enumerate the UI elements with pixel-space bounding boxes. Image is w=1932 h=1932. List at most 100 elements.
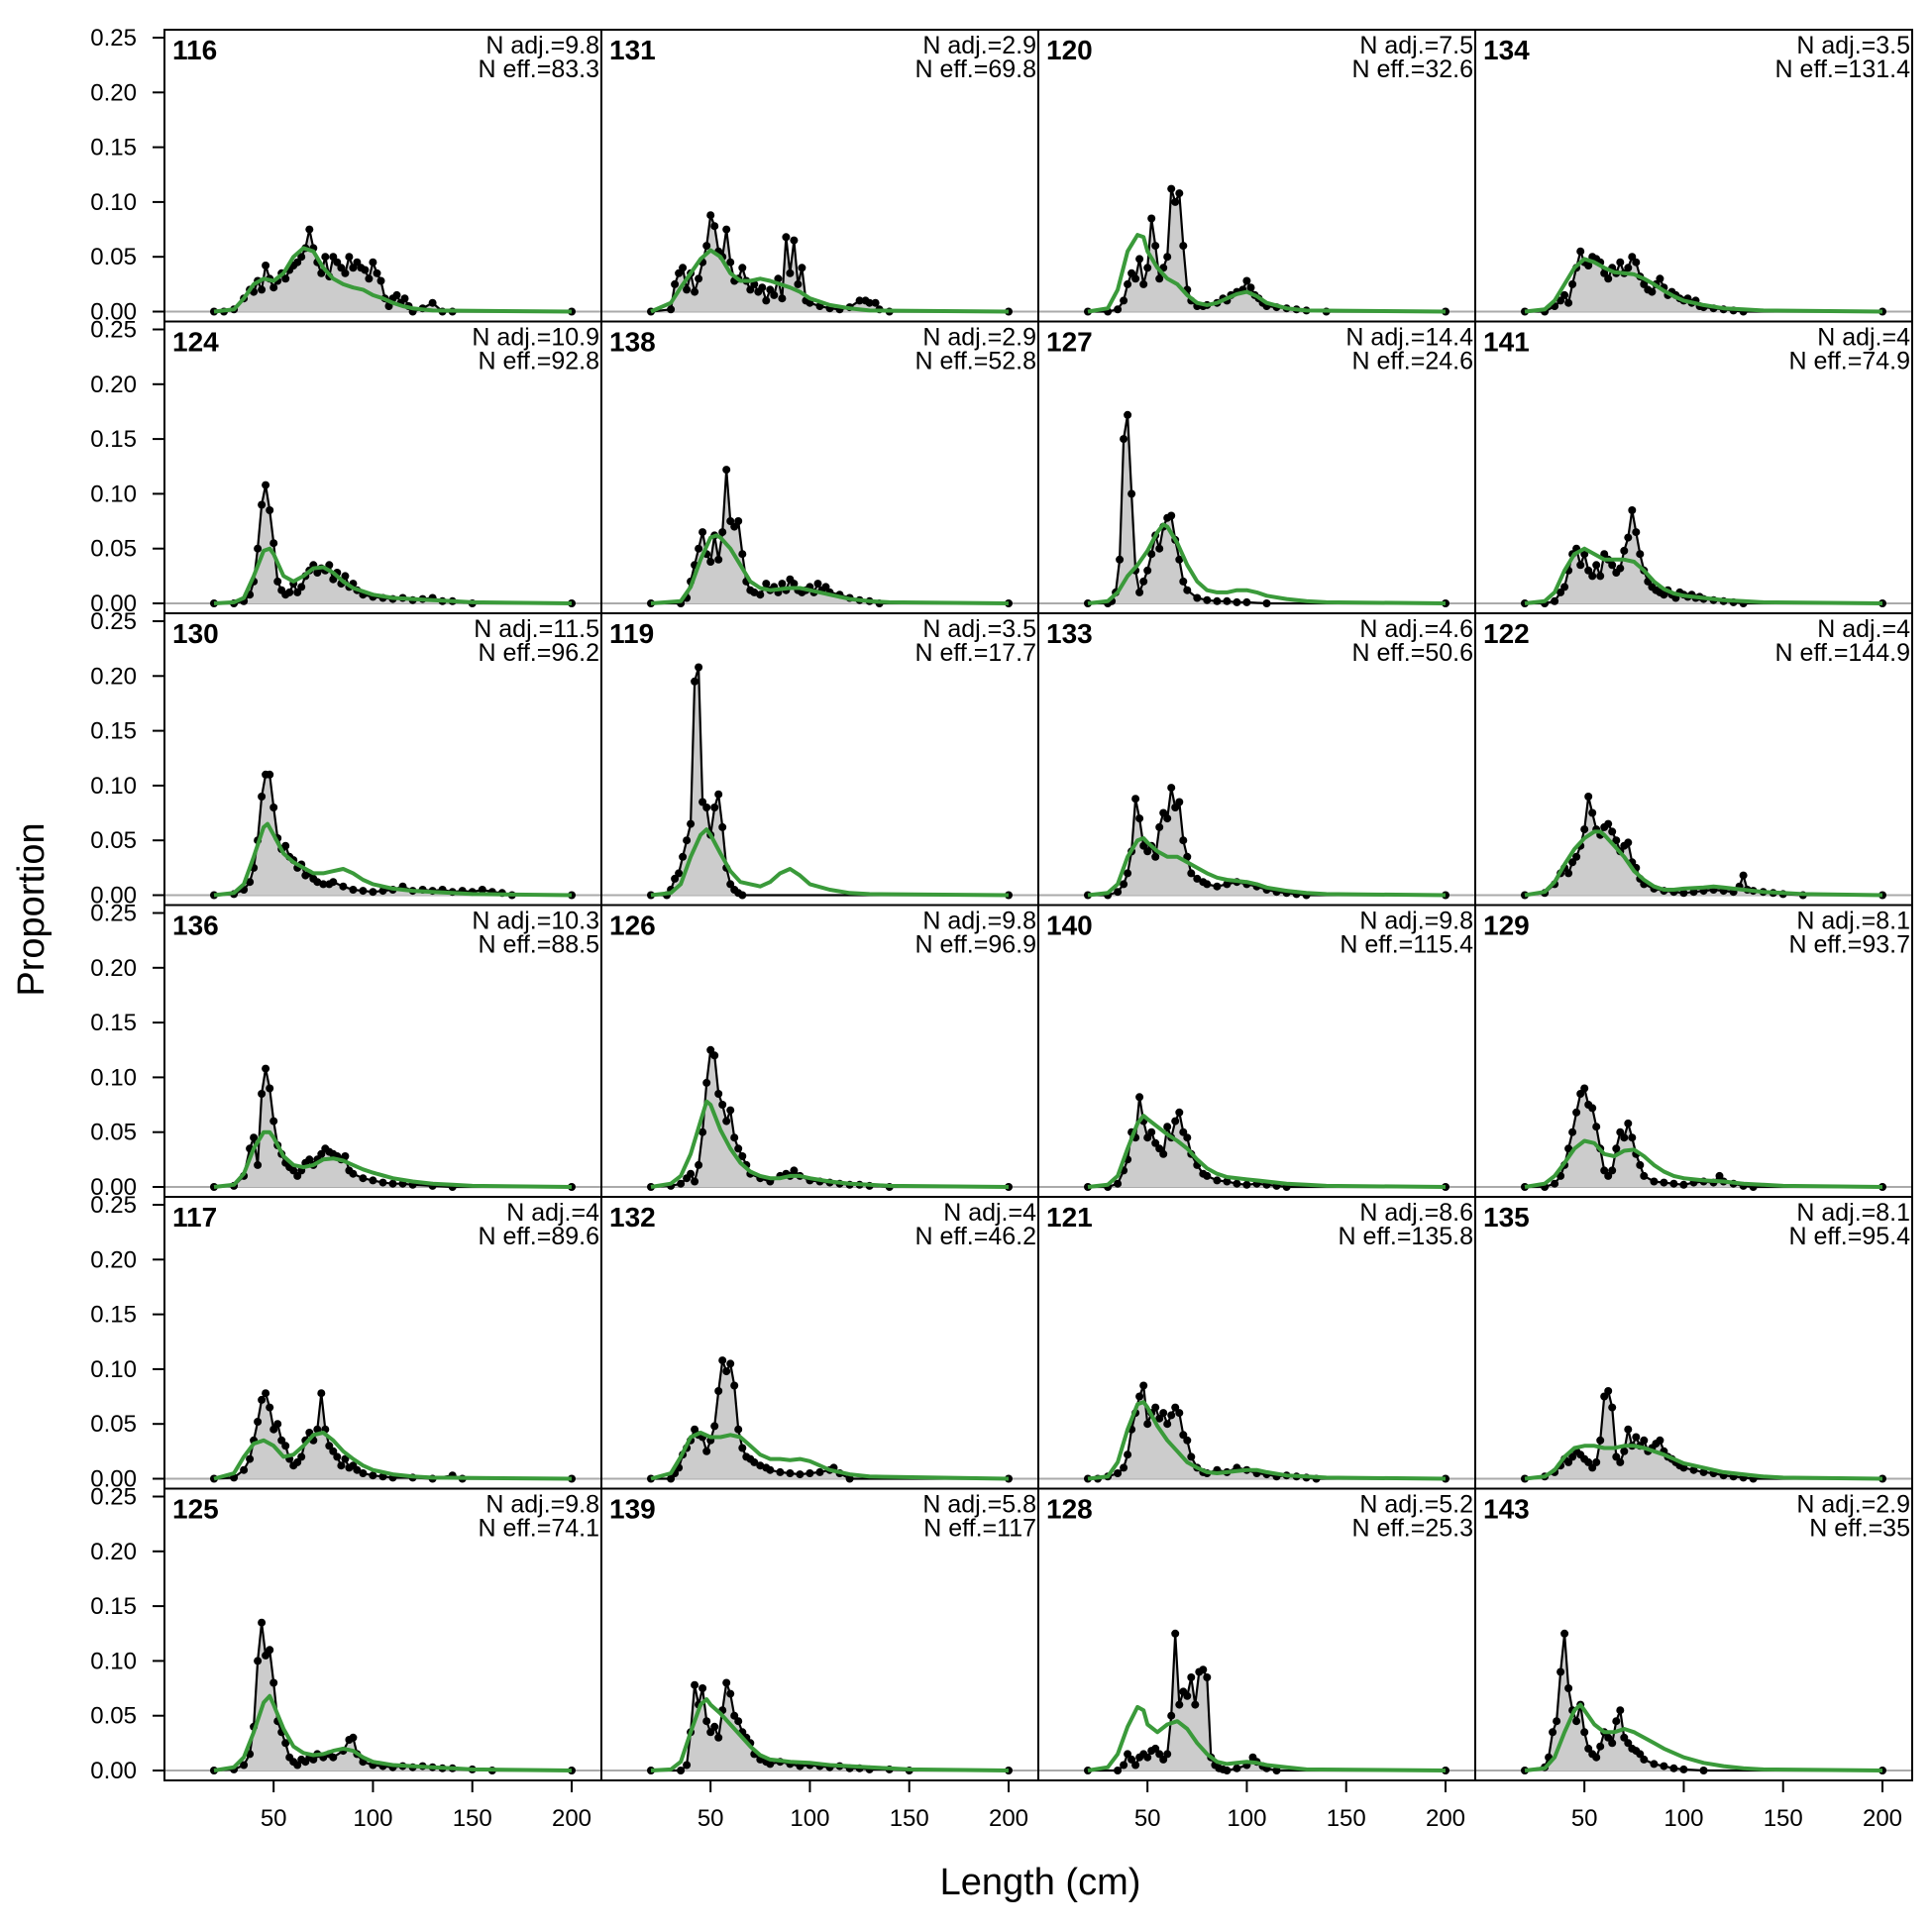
observed-point bbox=[1551, 596, 1559, 605]
panel-label: 141 bbox=[1483, 327, 1530, 358]
observed-point bbox=[1656, 274, 1664, 283]
panel-label: 143 bbox=[1483, 1494, 1530, 1525]
observed-point bbox=[1163, 814, 1172, 823]
n-adj-label: N adj.=9.8 bbox=[485, 32, 599, 59]
observed-point bbox=[1131, 795, 1140, 804]
observed-point bbox=[289, 1166, 298, 1175]
observed-point bbox=[1167, 784, 1176, 793]
observed-point bbox=[726, 880, 735, 889]
observed-point bbox=[1187, 1673, 1196, 1681]
observed-point bbox=[1620, 1733, 1629, 1742]
observed-point bbox=[313, 1425, 322, 1434]
n-eff-label: N eff.=50.6 bbox=[1351, 639, 1473, 667]
observed-point bbox=[702, 804, 711, 811]
observed-point bbox=[246, 1454, 255, 1463]
observed-point bbox=[1124, 410, 1132, 419]
observed-point bbox=[1120, 880, 1128, 889]
panel-136: 136 N adj.=10.3N eff.=88.5 bbox=[163, 904, 602, 1198]
observed-point bbox=[722, 1367, 731, 1376]
observed-point bbox=[1608, 561, 1617, 570]
observed-point bbox=[1616, 258, 1625, 267]
observed-point bbox=[345, 253, 354, 262]
observed-point bbox=[1203, 1171, 1212, 1180]
x-tick-label: 100 bbox=[1227, 1805, 1266, 1832]
observed-point bbox=[1604, 1733, 1613, 1742]
n-eff-label: N eff.=95.4 bbox=[1788, 1223, 1910, 1250]
panel-label: 128 bbox=[1046, 1494, 1093, 1525]
observed-point bbox=[378, 1178, 387, 1187]
observed-point bbox=[1147, 1127, 1156, 1136]
observed-point bbox=[1127, 1755, 1136, 1764]
observed-point bbox=[1669, 1764, 1678, 1772]
observed-point bbox=[1580, 1728, 1589, 1737]
observed-point bbox=[1223, 880, 1232, 889]
observed-point bbox=[1175, 189, 1184, 198]
observed-point bbox=[691, 1425, 699, 1434]
observed-point bbox=[297, 1452, 306, 1461]
n-adj-label: N adj.=2.9 bbox=[922, 324, 1036, 352]
observed-point bbox=[1163, 253, 1172, 262]
observed-area bbox=[1525, 1391, 1882, 1479]
observed-point bbox=[695, 1160, 703, 1169]
observed-point bbox=[675, 869, 684, 878]
observed-point bbox=[734, 1144, 743, 1153]
observed-point bbox=[1171, 1403, 1180, 1412]
observed-area bbox=[1088, 188, 1446, 312]
observed-point bbox=[1179, 242, 1188, 251]
observed-point bbox=[1612, 1144, 1621, 1153]
n-adj-label: N adj.=10.3 bbox=[472, 908, 599, 935]
x-tick-label: 150 bbox=[1327, 1805, 1366, 1832]
observed-point bbox=[392, 290, 401, 299]
observed-point bbox=[722, 1117, 731, 1126]
observed-point bbox=[297, 253, 306, 262]
n-eff-label: N eff.=35 bbox=[1809, 1515, 1910, 1543]
observed-point bbox=[246, 878, 255, 887]
observed-point bbox=[1600, 550, 1609, 559]
observed-point bbox=[1203, 880, 1212, 889]
observed-point bbox=[325, 1442, 334, 1450]
observed-point bbox=[369, 1471, 377, 1480]
observed-point bbox=[756, 590, 765, 599]
observed-point bbox=[1272, 1767, 1281, 1774]
n-eff-label: N eff.=144.9 bbox=[1775, 639, 1910, 667]
observed-point bbox=[1568, 858, 1577, 867]
panel-label: 140 bbox=[1046, 911, 1093, 941]
observed-point bbox=[1739, 871, 1748, 880]
observed-point bbox=[1592, 1457, 1601, 1466]
observed-point bbox=[710, 1422, 719, 1431]
y-tick-label: 0.00 bbox=[90, 1466, 137, 1493]
observed-point bbox=[698, 798, 707, 806]
observed-point bbox=[349, 886, 358, 894]
observed-point bbox=[683, 1761, 692, 1770]
observed-point bbox=[1616, 1457, 1625, 1466]
observed-point bbox=[1580, 550, 1589, 559]
observed-point bbox=[1640, 279, 1649, 288]
observed-point bbox=[400, 294, 409, 303]
observed-point bbox=[1159, 1149, 1168, 1158]
expected-line bbox=[650, 1697, 1010, 1772]
observed-point bbox=[706, 1728, 715, 1737]
observed-point bbox=[333, 258, 342, 267]
observed-point bbox=[337, 1461, 346, 1470]
n-adj-label: N adj.=3.5 bbox=[1796, 32, 1910, 59]
observed-point bbox=[798, 264, 806, 272]
y-tick-label: 0.05 bbox=[90, 1120, 137, 1146]
x-tick-label: 150 bbox=[890, 1805, 929, 1832]
n-adj-label: N adj.=7.5 bbox=[1359, 32, 1473, 59]
panel-label: 132 bbox=[609, 1202, 656, 1233]
observed-point bbox=[671, 874, 680, 883]
observed-point bbox=[1155, 1414, 1164, 1423]
observed-point bbox=[1612, 836, 1621, 845]
panel-143: 143 N adj.=2.9N eff.=35 bbox=[1474, 1487, 1913, 1781]
n-adj-label: N adj.=8.1 bbox=[1796, 908, 1910, 935]
y-tick-label: 0.25 bbox=[90, 1192, 137, 1219]
observed-point bbox=[718, 528, 727, 537]
observed-point bbox=[1656, 1436, 1664, 1445]
observed-point bbox=[1556, 588, 1565, 596]
n-eff-label: N eff.=88.5 bbox=[478, 931, 599, 959]
observed-point bbox=[1576, 561, 1585, 570]
observed-point bbox=[258, 1395, 267, 1404]
panel-133: 133 N adj.=4.6N eff.=50.6 bbox=[1037, 612, 1476, 907]
observed-point bbox=[1159, 1755, 1168, 1764]
